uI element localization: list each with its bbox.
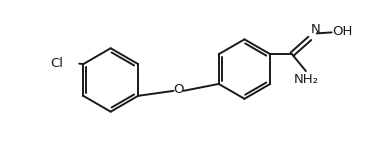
Text: Cl: Cl	[51, 57, 63, 70]
Text: O: O	[173, 83, 184, 96]
Text: OH: OH	[333, 25, 353, 38]
Text: N: N	[311, 23, 321, 36]
Text: NH₂: NH₂	[294, 73, 318, 86]
